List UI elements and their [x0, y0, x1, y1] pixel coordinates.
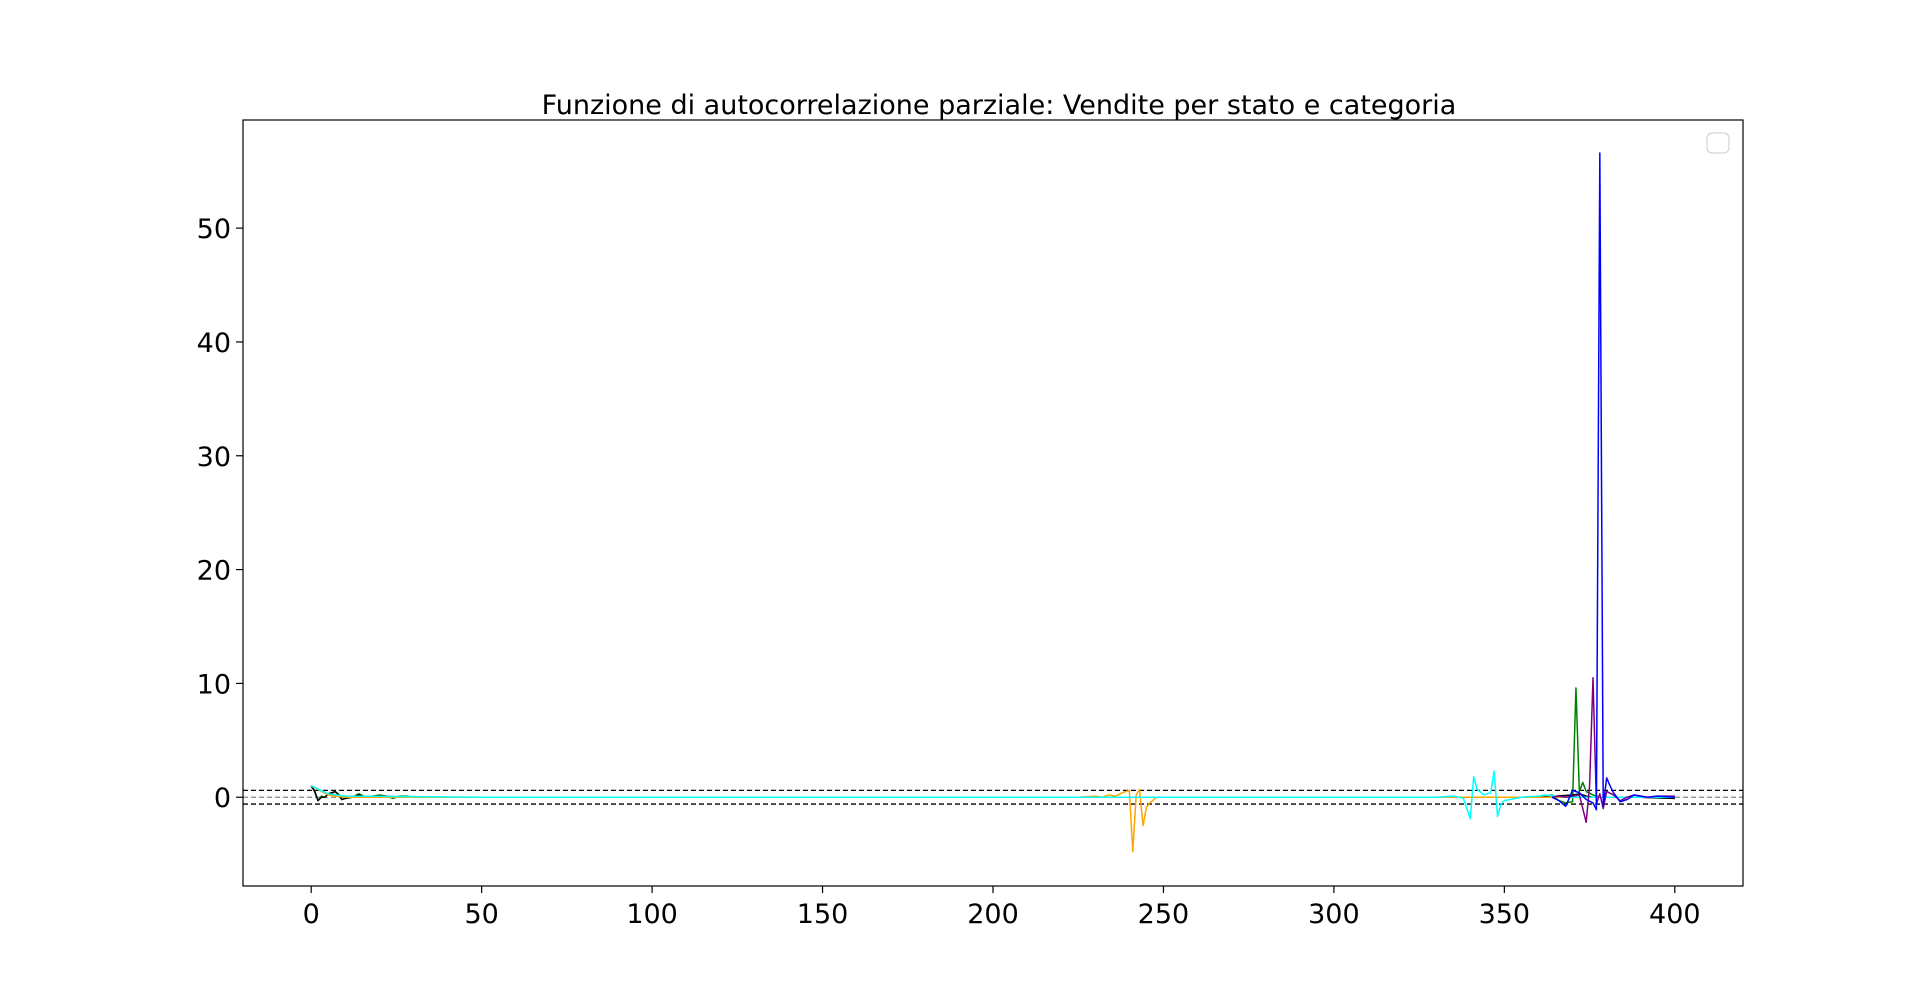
legend-box — [1706, 132, 1730, 154]
x-tick-label: 0 — [303, 899, 320, 930]
y-tick-label: 10 — [197, 669, 231, 700]
y-tick-label: 30 — [197, 442, 231, 473]
y-tick-label: 20 — [197, 556, 231, 587]
x-tick-label: 200 — [967, 899, 1019, 930]
y-axis-ticks: 0 10 20 30 40 50 — [197, 214, 243, 814]
x-tick-label: 150 — [797, 899, 849, 930]
x-tick-label: 400 — [1649, 899, 1701, 930]
x-tick-label: 250 — [1138, 899, 1190, 930]
plot-area-frame — [242, 119, 1744, 887]
series-line-0 — [310, 687, 1675, 804]
y-tick-label: 50 — [197, 214, 231, 245]
chart-title: Funzione di autocorrelazione parziale: V… — [542, 90, 1457, 121]
y-tick-label: 0 — [214, 783, 231, 814]
x-axis-ticks: 0 50 100 150 200 250 300 350 400 — [303, 886, 1701, 930]
x-tick-label: 350 — [1479, 899, 1531, 930]
series-line-5 — [1551, 152, 1675, 811]
series-lines — [310, 152, 1675, 853]
x-tick-label: 50 — [464, 899, 498, 930]
series-line-3 — [310, 770, 1675, 820]
series-line-1 — [310, 785, 1675, 802]
series-line-4 — [1551, 676, 1675, 824]
y-tick-label: 40 — [197, 328, 231, 359]
x-tick-label: 300 — [1308, 899, 1360, 930]
x-tick-label: 100 — [626, 899, 678, 930]
